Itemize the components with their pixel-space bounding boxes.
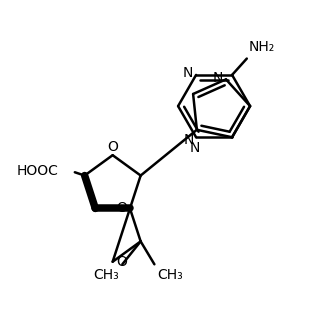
Text: O: O xyxy=(116,201,127,215)
Text: CH₃: CH₃ xyxy=(158,268,183,281)
Text: O: O xyxy=(116,255,127,269)
Text: N: N xyxy=(212,71,223,85)
Text: N: N xyxy=(183,133,194,147)
Text: N: N xyxy=(189,141,200,154)
Text: N: N xyxy=(182,66,193,80)
Text: NH₂: NH₂ xyxy=(248,40,275,54)
Text: CH₃: CH₃ xyxy=(93,268,119,281)
Text: O: O xyxy=(107,140,118,153)
Text: HOOC: HOOC xyxy=(16,164,58,178)
